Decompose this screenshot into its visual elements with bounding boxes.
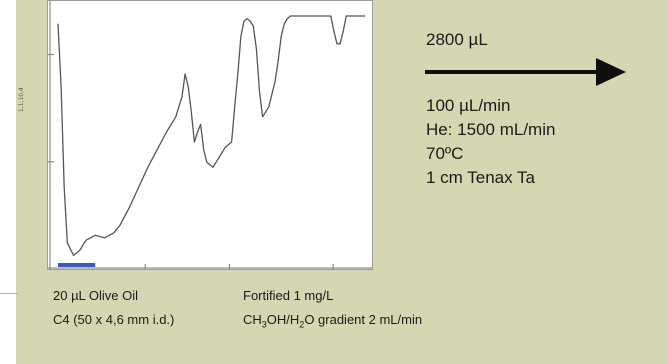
gradient-label: CH3OH/H2O gradient 2 mL/min xyxy=(243,312,423,330)
chromatogram-svg xyxy=(48,1,372,269)
sample-description: 20 µL Olive Oil xyxy=(53,288,139,303)
accent-rule xyxy=(0,293,18,294)
chromatogram-chart xyxy=(47,0,373,270)
injection-marker-bar xyxy=(58,263,96,267)
condition-helium-flow: He: 1500 mL/min xyxy=(426,120,556,139)
condition-flow-rate: 100 µL/min xyxy=(426,96,511,115)
volume-label: 2800 µL xyxy=(426,30,488,49)
conditions-list: 100 µL/min He: 1500 mL/min 70ºC 1 cm Ten… xyxy=(426,94,555,190)
fortification-label: Fortified 1 mg/L xyxy=(243,288,334,303)
condition-trap: 1 cm Tenax Ta xyxy=(426,168,535,187)
flow-arrow-shaft xyxy=(425,70,600,74)
arrow-right-icon xyxy=(596,58,626,86)
sample-info: 20 µL Olive Oil C4 (50 x 4,6 mm i.d.) xyxy=(53,284,174,332)
method-info: Fortified 1 mg/L CH3OH/H2O gradient 2 mL… xyxy=(243,284,422,337)
column-description: C4 (50 x 4,6 mm i.d.) xyxy=(53,312,175,327)
y-tick-label: 1,1,10,4 xyxy=(18,87,25,112)
condition-temperature: 70ºC xyxy=(426,144,464,163)
series-line-0 xyxy=(57,15,365,257)
